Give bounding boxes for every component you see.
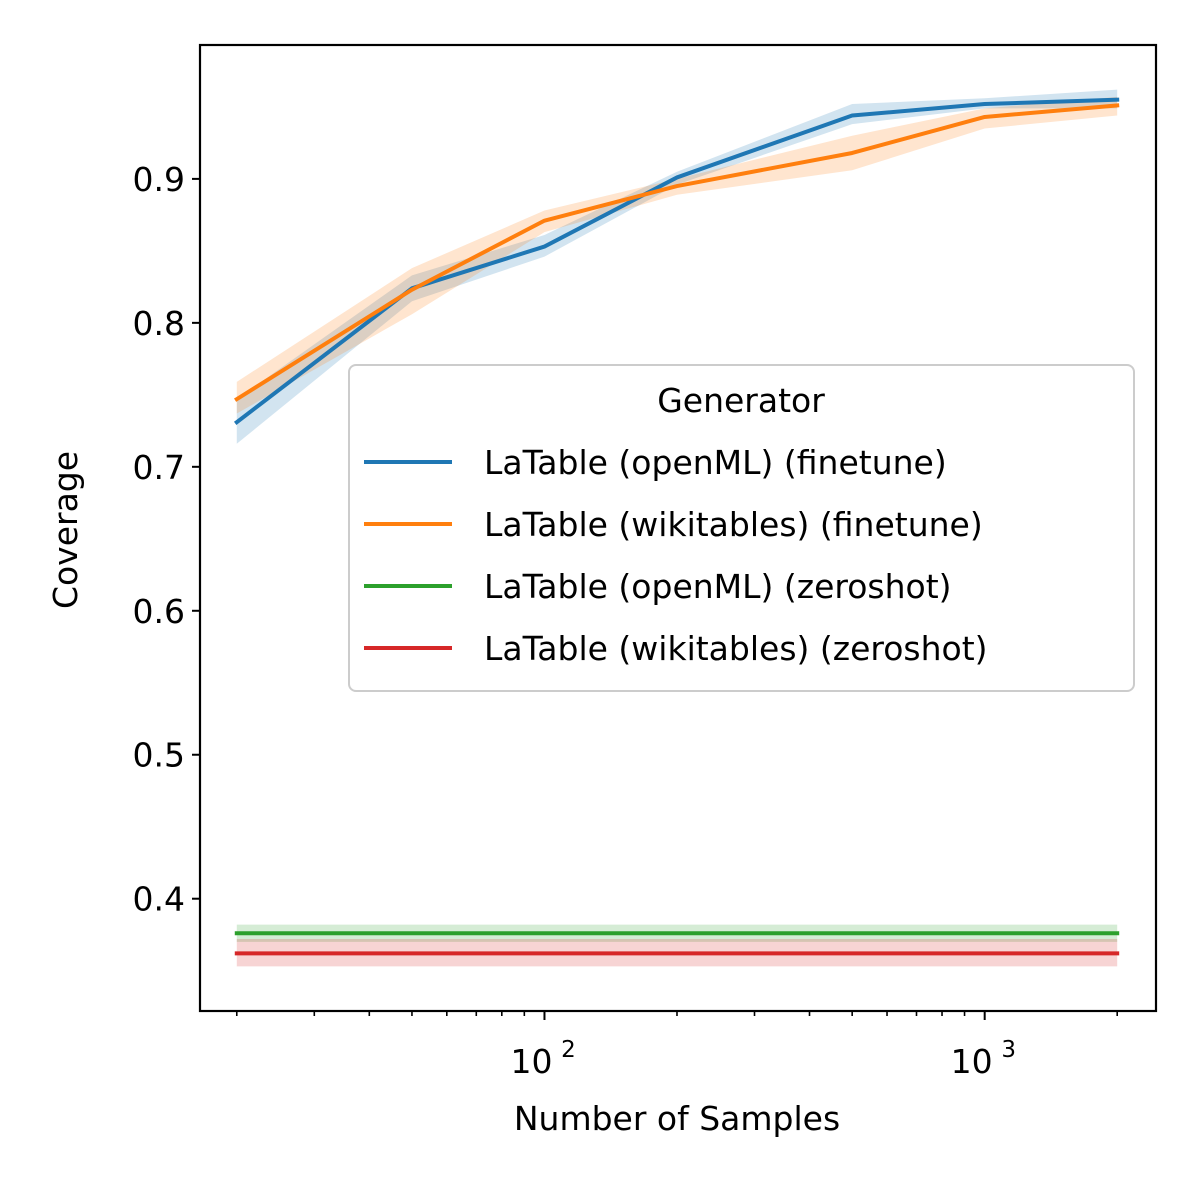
legend-label-latable-wikitables-zeroshot: LaTable (wikitables) (zeroshot) [484,629,988,668]
x-tick-exponent: 2 [561,1037,576,1063]
legend-title: Generator [657,381,825,420]
x-axis: 10 2 10 3 [235,1011,1119,1081]
y-tick-label: 0.9 [133,160,185,199]
y-tick-label: 0.8 [133,304,185,343]
legend: Generator LaTable (openML) (finetune)LaT… [348,364,1135,692]
x-axis-label: Number of Samples [514,1099,840,1138]
x-tick-exponent: 3 [1001,1037,1016,1063]
legend-label-latable-openml-finetune: LaTable (openML) (finetune) [484,443,947,482]
y-tick-label: 0.6 [133,592,185,631]
y-axis: 0.4 0.5 0.6 0.7 0.8 0.9 [133,160,200,919]
legend-label-latable-wikitables-finetune: LaTable (wikitables) (finetune) [484,505,983,544]
x-tick-label: 10 [510,1042,552,1081]
y-tick-label: 0.5 [133,736,185,775]
legend-items: LaTable (openML) (finetune) LaTable (wiki… [364,443,988,668]
series-lines [233,97,1120,956]
plot-frame [198,43,1158,1013]
legend-box [348,364,1135,692]
legend-label-latable-openml-zeroshot: LaTable (openML) (zeroshot) [484,567,952,606]
y-axis-label: Coverage [46,451,85,609]
y-tick-label: 0.7 [133,448,185,487]
y-tick-label: 0.4 [133,880,185,919]
x-tick-label: 10 [951,1042,993,1081]
